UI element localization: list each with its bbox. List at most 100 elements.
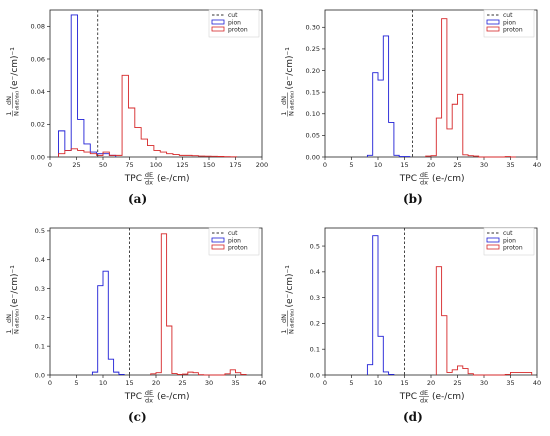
x-tick-label: 40 bbox=[533, 379, 541, 387]
caption-c: (c) bbox=[128, 410, 147, 424]
y-tick-label: 0.30 bbox=[306, 24, 320, 32]
legend-cut-label: cut bbox=[228, 230, 238, 237]
x-tick-label: 40 bbox=[258, 379, 266, 387]
pion-histogram-a bbox=[58, 14, 117, 157]
proton-histogram-a bbox=[58, 74, 238, 158]
x-axis-label-suffix: (e-/cm) bbox=[157, 174, 190, 184]
panel-b: 0 5 10 15 20 25 30 35 40 0.00 0.05 0.10 0.15 0.20 0.25… bbox=[275, 0, 550, 218]
y-axis-label-den: d(dE/dx) bbox=[290, 309, 296, 328]
y-axis-label-d: 1 NdN d(dE/dx)(e⁻/cm)⁻¹ bbox=[280, 265, 296, 335]
y-axis-label-pre-den: N bbox=[13, 111, 21, 116]
legend-pion-label: pion bbox=[503, 20, 516, 27]
x-tick-label: 35 bbox=[506, 161, 514, 169]
y-axis-label-b: 1 NdN d(dE/dx)(e⁻/cm)⁻¹ bbox=[280, 47, 296, 117]
y-axis-label-pre-den: N bbox=[288, 329, 296, 334]
x-tick-label: 175 bbox=[229, 161, 241, 169]
x-tick-label: 10 bbox=[374, 161, 382, 169]
y-axis-label-units: (e⁻/cm)⁻¹ bbox=[10, 265, 20, 308]
x-axis-label-frac-den: dx bbox=[420, 179, 428, 187]
legend-box bbox=[483, 9, 535, 38]
histogram-c: 0 5 10 15 20 25 30 35 40 0.0 0.1 0.2 0.3 0.4 0.5 cutpio… bbox=[5, 227, 266, 405]
legend-proton-label: proton bbox=[228, 245, 248, 252]
histogram-b: 0 5 10 15 20 25 30 35 40 0.00 0.05 0.10 0.15 0.20 0.25… bbox=[280, 9, 541, 187]
legend-proton-swatch bbox=[486, 244, 500, 250]
pion-histogram-b bbox=[366, 35, 411, 158]
y-axis-label-den: d(dE/dx) bbox=[15, 309, 21, 328]
y-axis-label-pre: 1 bbox=[5, 329, 13, 333]
proton-histogram-b bbox=[425, 18, 516, 158]
x-axis-label-frac-den: dx bbox=[145, 397, 153, 405]
legend-pion-swatch bbox=[211, 237, 225, 243]
panel-d: 0 5 10 15 20 25 30 35 40 0.0 0.1 0.2 0.3 0.4 0.5 cut pio… bbox=[275, 218, 550, 436]
y-tick-label: 0.10 bbox=[306, 110, 320, 118]
x-tick-label: 30 bbox=[480, 161, 488, 169]
x-axis-label-prefix: TPC bbox=[124, 174, 142, 184]
y-axis-label-pre: 1 bbox=[5, 111, 13, 115]
y-axis-label-units: (e⁻/cm)⁻¹ bbox=[285, 265, 295, 308]
x-tick-label: 100 bbox=[150, 161, 162, 169]
legend-cut-label: cut bbox=[503, 12, 513, 19]
y-tick-label: 0.5 bbox=[35, 227, 45, 235]
legend-cut-label: cut bbox=[503, 230, 513, 237]
x-tick-label: 125 bbox=[176, 161, 188, 169]
x-tick-label: 5 bbox=[349, 161, 353, 169]
x-tick-label: 35 bbox=[231, 379, 239, 387]
legend-proton-swatch bbox=[211, 26, 225, 32]
x-tick-label: 15 bbox=[400, 379, 408, 387]
panel-c: 0 5 10 15 20 25 30 35 40 0.0 0.1 0.2 0.3 0.4 0.5 cut pio… bbox=[0, 218, 275, 436]
x-tick-label: 200 bbox=[256, 161, 268, 169]
y-tick-label: 0.0 bbox=[35, 371, 45, 379]
histogram-a: 0 25 50 75 100 125 150 175 200 0.00 0.02 0.04 0.06 0.… bbox=[5, 9, 268, 187]
y-tick-label: 0.06 bbox=[31, 55, 45, 63]
caption-d: (d) bbox=[403, 410, 423, 424]
panel-a: 0 25 50 75 100 125 150 175 200 0.00 0.02 0.04 0.06 0.… bbox=[0, 0, 275, 218]
x-tick-label: 20 bbox=[152, 379, 160, 387]
x-axis-label-frac-den: dx bbox=[145, 179, 153, 187]
y-axis-label-num: dN bbox=[280, 314, 288, 323]
x-tick-label: 0 bbox=[323, 379, 327, 387]
y-axis-label-den: d(dE/dx) bbox=[290, 91, 296, 110]
x-tick-label: 15 bbox=[400, 161, 408, 169]
proton-histogram-d bbox=[435, 266, 533, 376]
y-tick-label: 0.04 bbox=[31, 88, 45, 96]
y-tick-label: 0.1 bbox=[310, 346, 320, 354]
x-axis-label-frac-num: dE bbox=[145, 171, 153, 179]
x-tick-label: 25 bbox=[72, 161, 80, 169]
legend-pion-swatch bbox=[486, 19, 500, 25]
x-axis-label-suffix: (e-/cm) bbox=[432, 392, 465, 402]
x-tick-label: 20 bbox=[427, 161, 435, 169]
x-axis-label-prefix: TPC bbox=[399, 174, 417, 184]
y-tick-label: 0.08 bbox=[31, 23, 45, 31]
x-tick-label: 150 bbox=[203, 161, 215, 169]
x-tick-label: 30 bbox=[480, 379, 488, 387]
x-tick-label: 10 bbox=[99, 379, 107, 387]
y-tick-label: 0.0 bbox=[310, 371, 320, 379]
y-tick-label: 0.20 bbox=[306, 67, 320, 75]
pion-histogram-d bbox=[366, 235, 395, 375]
x-tick-label: 35 bbox=[506, 379, 514, 387]
legend-proton-label: proton bbox=[228, 27, 248, 34]
y-tick-label: 0.15 bbox=[306, 88, 320, 96]
x-tick-label: 15 bbox=[125, 379, 133, 387]
legend-cut-label: cut bbox=[228, 12, 238, 19]
legend-proton-swatch bbox=[211, 244, 225, 250]
x-tick-label: 5 bbox=[74, 379, 78, 387]
y-tick-label: 0.4 bbox=[35, 256, 45, 264]
x-tick-label: 40 bbox=[533, 161, 541, 169]
y-axis-label-a: 1 NdN d(dE/dx)(e⁻/cm)⁻¹ bbox=[5, 47, 21, 117]
x-axis-label-frac-num: dE bbox=[420, 171, 428, 179]
legend-pion-label: pion bbox=[503, 238, 516, 245]
y-axis-label-units: (e⁻/cm)⁻¹ bbox=[10, 47, 20, 90]
y-axis-label-pre-den: N bbox=[288, 111, 296, 116]
y-axis-label-den: d(dE/dx) bbox=[15, 91, 21, 110]
legend-box bbox=[208, 227, 260, 256]
y-tick-label: 0.00 bbox=[31, 153, 45, 161]
y-axis-label-pre: 1 bbox=[280, 329, 288, 333]
